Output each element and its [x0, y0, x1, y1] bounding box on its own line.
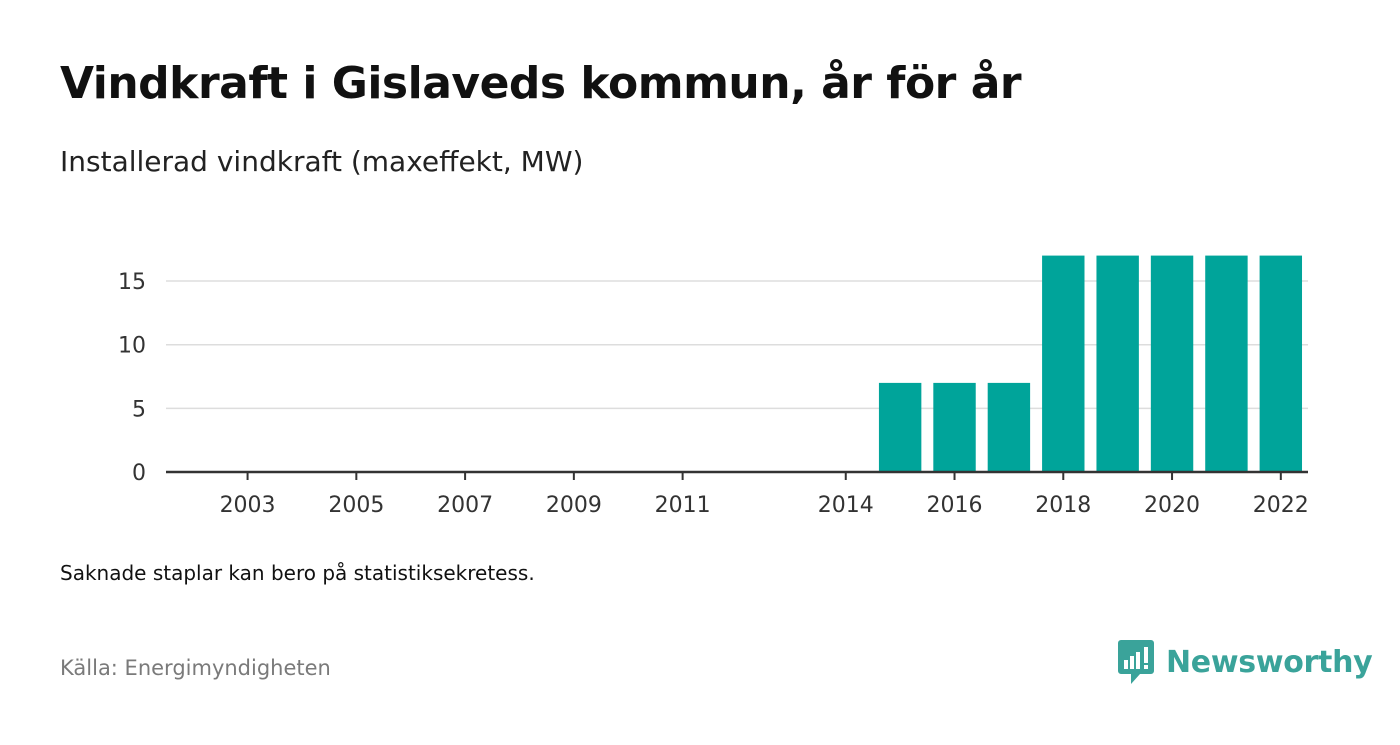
- x-tick-label-2016: 2016: [927, 493, 983, 518]
- x-tick-label-2009: 2009: [546, 493, 602, 518]
- bar-2019: [1096, 255, 1139, 472]
- brand-name: Newsworthy: [1166, 644, 1373, 680]
- x-tick-label-2011: 2011: [655, 493, 711, 518]
- newsworthy-logo-icon: [1118, 640, 1154, 684]
- y-tick-label-5: 5: [132, 397, 146, 422]
- x-tick-label-2005: 2005: [328, 493, 384, 518]
- chart-subtitle: Installerad vindkraft (maxeffekt, MW): [60, 145, 584, 178]
- bar-2020: [1150, 255, 1194, 472]
- x-tick-label-2022: 2022: [1253, 493, 1309, 518]
- bar-2016: [933, 382, 976, 472]
- y-tick-label-0: 0: [132, 461, 146, 486]
- chart-title: Vindkraft i Gislaveds kommun, år för år: [60, 58, 1022, 109]
- x-tick-label-2007: 2007: [437, 493, 493, 518]
- bar-2021: [1205, 255, 1248, 472]
- bar-2022: [1259, 255, 1303, 472]
- y-tick-label-10: 10: [118, 334, 146, 359]
- bar-2018: [1042, 255, 1085, 472]
- x-tick-label-2018: 2018: [1035, 493, 1091, 518]
- footnote: Saknade staplar kan bero på statistiksek…: [60, 561, 535, 585]
- x-tick-label-2014: 2014: [818, 493, 874, 518]
- source-label: Källa: Energimyndigheten: [60, 656, 331, 680]
- x-tick-label-2020: 2020: [1144, 493, 1200, 518]
- x-tick-label-2003: 2003: [220, 493, 276, 518]
- y-tick-label-15: 15: [118, 270, 146, 295]
- bar-chart: 0 5 10 15 2003 2005 2007 2009 2011 2014 2016 2018 20…: [118, 255, 1309, 518]
- bar-2015: [878, 382, 922, 472]
- bar-2017: [987, 382, 1031, 472]
- brand-logo: Newsworthy: [1118, 640, 1373, 684]
